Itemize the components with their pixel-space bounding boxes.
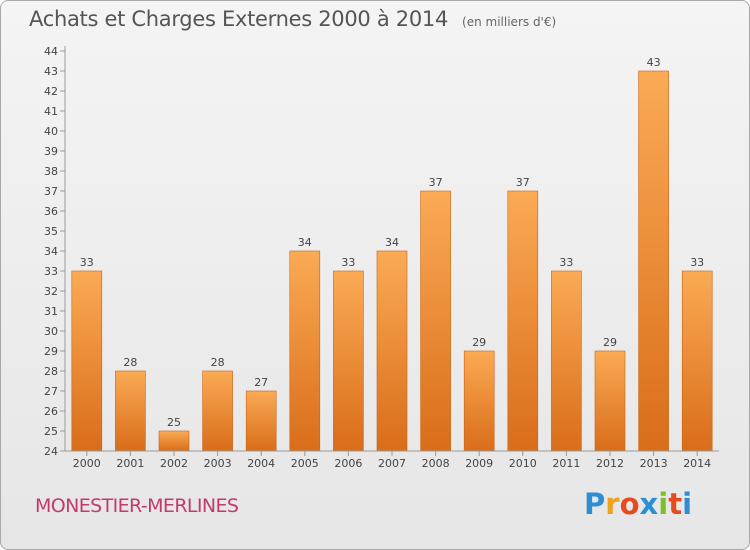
y-tick-label: 28 <box>44 365 58 378</box>
y-tick-label: 42 <box>44 85 58 98</box>
y-tick-label: 32 <box>44 285 58 298</box>
title-unit: (en milliers d'€) <box>462 15 557 29</box>
y-tick-label: 27 <box>44 385 58 398</box>
bar-value-label: 25 <box>167 416 181 429</box>
bar-value-label: 33 <box>80 256 94 269</box>
title-text: Achats et Charges Externes 2000 à 2014 <box>29 7 449 31</box>
bar-value-label: 37 <box>516 176 530 189</box>
x-tick-label: 2002 <box>160 457 188 470</box>
chart-title: Achats et Charges Externes 2000 à 2014 (e… <box>29 7 556 31</box>
x-tick-label: 2014 <box>683 457 711 470</box>
y-tick-label: 25 <box>44 425 58 438</box>
x-tick-label: 2000 <box>73 457 101 470</box>
commune-name: MONESTIER-MERLINES <box>35 495 239 517</box>
y-tick-label: 24 <box>44 445 58 458</box>
bar <box>158 430 190 452</box>
logo-letter: x <box>639 487 659 521</box>
bar <box>245 390 277 452</box>
y-tick-label: 36 <box>44 205 58 218</box>
y-tick-label: 31 <box>44 305 58 318</box>
bar <box>551 270 582 452</box>
bar <box>202 370 233 452</box>
logo-letter: P <box>584 487 606 521</box>
y-tick-label: 33 <box>44 265 58 278</box>
logo-letter: r <box>605 487 620 521</box>
y-tick-label: 34 <box>44 245 58 258</box>
y-axis: 24 25 26 27 28 29 30 31 32 33 34 35 36 37 38 39 40 41 42 43… <box>44 45 66 458</box>
logo-letter: t <box>668 487 683 521</box>
x-tick-label: 2008 <box>422 457 450 470</box>
x-axis: 2000 2001 2002 2003 2004 2005 2006 2007 2008 2009… <box>65 450 719 470</box>
y-tick-label: 37 <box>44 185 58 198</box>
y-tick-label: 38 <box>44 165 58 178</box>
x-tick-label: 2001 <box>116 457 144 470</box>
bar-value-label: 28 <box>123 356 137 369</box>
proxiti-logo[interactable]: Proxiti <box>584 487 692 521</box>
y-tick-label: 26 <box>44 405 58 418</box>
y-tick-label: 39 <box>44 145 58 158</box>
bar <box>333 270 364 452</box>
x-tick-label: 2006 <box>334 457 362 470</box>
bar-value-label: 29 <box>472 336 486 349</box>
y-tick-label: 44 <box>44 45 58 58</box>
bar <box>71 270 103 452</box>
bar <box>507 190 539 452</box>
y-tick-label: 40 <box>44 125 58 138</box>
bar <box>594 350 626 452</box>
bar-value-label: 29 <box>603 336 617 349</box>
x-tick-label: 2011 <box>552 457 580 470</box>
y-tick-label: 35 <box>44 225 58 238</box>
bar <box>376 250 408 452</box>
bar <box>420 190 451 452</box>
logo-letter: i <box>658 487 669 521</box>
bar <box>115 370 146 452</box>
bar-value-label: 33 <box>559 256 573 269</box>
bar-value-label: 34 <box>385 236 399 249</box>
bar-value-label: 33 <box>690 256 704 269</box>
bar-value-label: 34 <box>298 236 312 249</box>
bar-value-label: 43 <box>647 56 661 69</box>
bar-value-label: 37 <box>429 176 443 189</box>
y-tick-label: 29 <box>44 345 58 358</box>
bar-value-label: 33 <box>341 256 355 269</box>
x-tick-label: 2003 <box>204 457 232 470</box>
x-tick-label: 2007 <box>378 457 406 470</box>
bar <box>463 350 495 452</box>
y-tick-label: 30 <box>44 325 58 338</box>
bar-value-label: 28 <box>211 356 225 369</box>
x-tick-label: 2009 <box>465 457 493 470</box>
x-tick-label: 2013 <box>640 457 668 470</box>
x-tick-label: 2004 <box>247 457 275 470</box>
bar <box>289 250 321 452</box>
logo-letter: o <box>619 487 640 521</box>
bars: 33 28 25 28 27 34 33 34 37 29 37 33 29 43 33 <box>71 56 713 452</box>
bar <box>638 70 669 452</box>
logo-letter: i <box>682 487 693 521</box>
x-tick-label: 2005 <box>291 457 319 470</box>
bar <box>681 270 713 452</box>
bar-value-label: 27 <box>254 376 268 389</box>
y-tick-label: 43 <box>44 65 58 78</box>
x-tick-label: 2012 <box>596 457 624 470</box>
y-tick-label: 41 <box>44 105 58 118</box>
x-tick-label: 2010 <box>509 457 537 470</box>
